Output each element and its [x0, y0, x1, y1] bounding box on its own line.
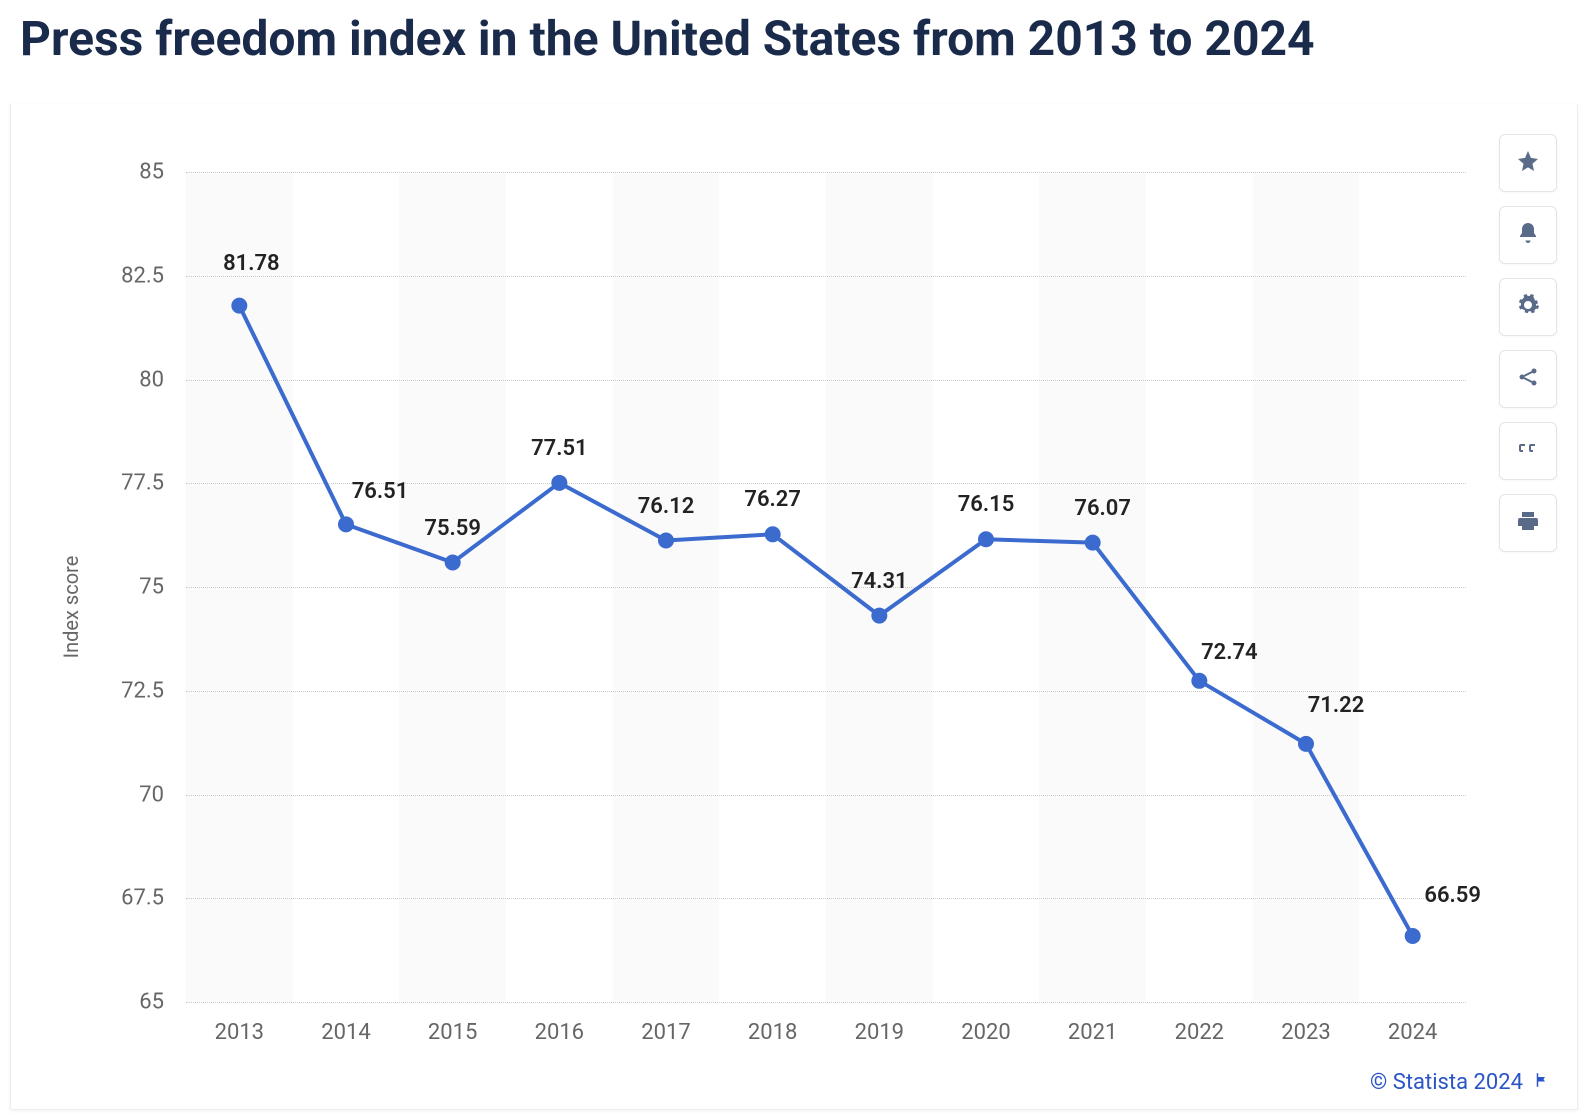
- settings-button[interactable]: [1499, 278, 1557, 336]
- attribution-text: © Statista 2024: [1370, 1070, 1523, 1095]
- ytick-label: 77.5: [121, 471, 186, 496]
- value-label: 76.15: [958, 492, 1015, 517]
- xtick-label: 2013: [215, 1002, 264, 1045]
- share-icon: [1516, 365, 1540, 393]
- data-point[interactable]: [978, 531, 994, 547]
- chart-svg: [186, 172, 1466, 1002]
- print-icon: [1516, 509, 1540, 537]
- data-point[interactable]: [231, 298, 247, 314]
- ytick-label: 72.5: [121, 678, 186, 703]
- plot-area: 6567.57072.57577.58082.58520132014201520…: [186, 172, 1466, 1002]
- attribution[interactable]: © Statista 2024: [1370, 1070, 1551, 1095]
- ytick-label: 67.5: [121, 886, 186, 911]
- notify-button[interactable]: [1499, 206, 1557, 264]
- ytick-label: 82.5: [121, 263, 186, 288]
- xtick-label: 2014: [321, 1002, 370, 1045]
- xtick-label: 2015: [428, 1002, 477, 1045]
- series-line: [239, 306, 1412, 936]
- xtick-label: 2017: [641, 1002, 690, 1045]
- value-label: 71.22: [1308, 693, 1365, 718]
- value-label: 81.78: [223, 251, 280, 276]
- value-label: 66.59: [1424, 883, 1481, 908]
- print-button[interactable]: [1499, 494, 1557, 552]
- data-point[interactable]: [765, 526, 781, 542]
- value-label: 72.74: [1201, 640, 1258, 665]
- value-label: 76.51: [352, 479, 409, 504]
- star-icon: [1516, 149, 1540, 177]
- value-label: 76.07: [1074, 496, 1131, 521]
- xtick-label: 2019: [855, 1002, 904, 1045]
- data-point[interactable]: [551, 475, 567, 491]
- data-point[interactable]: [1298, 736, 1314, 752]
- bell-icon: [1516, 221, 1540, 249]
- ytick-label: 85: [139, 160, 186, 185]
- data-point[interactable]: [445, 555, 461, 571]
- yaxis-title: Index score: [59, 555, 83, 658]
- xtick-label: 2023: [1281, 1002, 1330, 1045]
- chart-toolbar: [1499, 134, 1557, 552]
- ytick-label: 80: [139, 367, 186, 392]
- value-label: 74.31: [851, 569, 908, 594]
- data-point[interactable]: [338, 516, 354, 532]
- ytick-label: 75: [139, 575, 186, 600]
- ytick-label: 65: [139, 990, 186, 1015]
- data-point[interactable]: [871, 608, 887, 624]
- page-title: Press freedom index in the United States…: [0, 0, 1588, 98]
- value-label: 76.12: [638, 494, 695, 519]
- gear-icon: [1516, 293, 1540, 321]
- xtick-label: 2018: [748, 1002, 797, 1045]
- share-button[interactable]: [1499, 350, 1557, 408]
- xtick-label: 2016: [535, 1002, 584, 1045]
- quote-icon: [1516, 437, 1540, 465]
- favorite-button[interactable]: [1499, 134, 1557, 192]
- xtick-label: 2021: [1068, 1002, 1117, 1045]
- grid-line: [186, 1002, 1466, 1003]
- data-point[interactable]: [1405, 928, 1421, 944]
- chart-container: Index score 6567.57072.57577.58082.58520…: [10, 104, 1578, 1110]
- xtick-label: 2024: [1388, 1002, 1437, 1045]
- flag-icon: [1533, 1070, 1551, 1095]
- value-label: 77.51: [531, 436, 588, 461]
- value-label: 75.59: [424, 516, 481, 541]
- xtick-label: 2022: [1175, 1002, 1224, 1045]
- ytick-label: 70: [139, 782, 186, 807]
- data-point[interactable]: [1085, 535, 1101, 551]
- value-label: 76.27: [744, 487, 801, 512]
- xtick-label: 2020: [961, 1002, 1010, 1045]
- data-point[interactable]: [1191, 673, 1207, 689]
- data-point[interactable]: [658, 533, 674, 549]
- cite-button[interactable]: [1499, 422, 1557, 480]
